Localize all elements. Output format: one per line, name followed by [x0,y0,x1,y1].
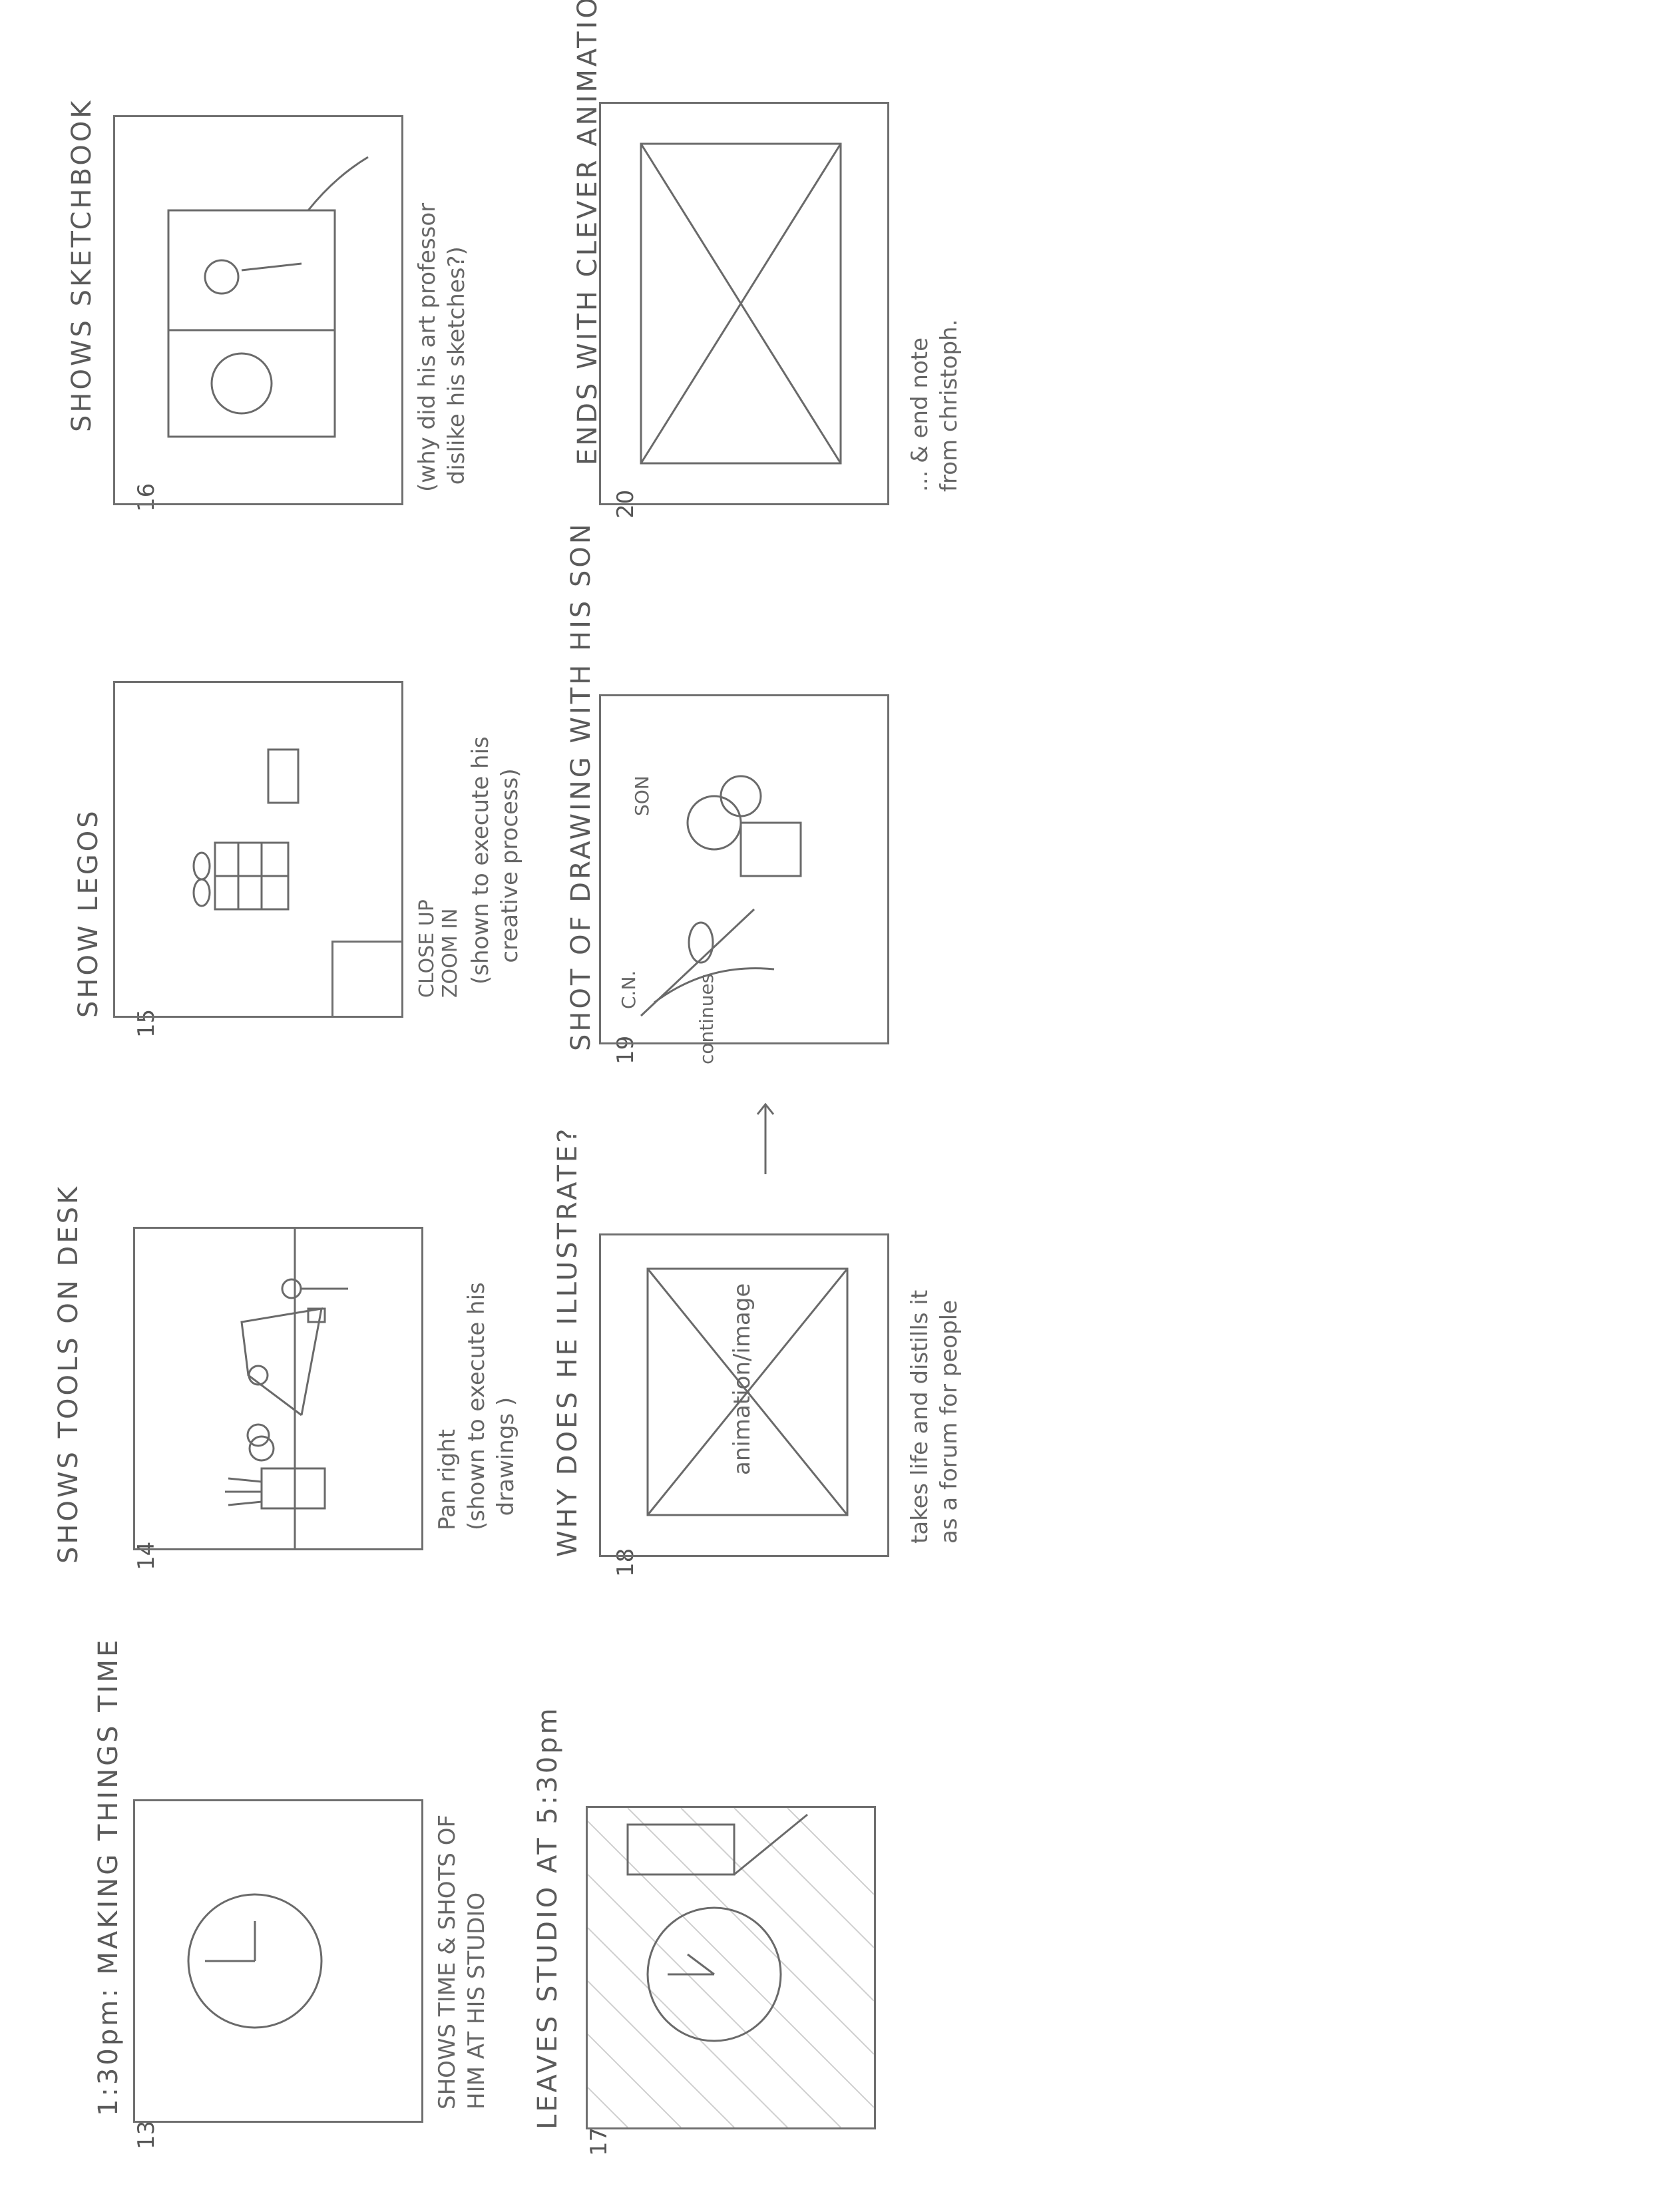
continues-arrow-icon [756,1102,775,1174]
clock-sketch [187,1893,323,2029]
panel-16-frame [113,115,403,505]
panel-16-notes: (why did his art professor dislike his s… [414,202,470,492]
panel-13-number: 13 [133,2120,160,2149]
panel-15-inner-label-2: ZOOM IN [439,908,462,998]
clock-door-lines [626,1813,808,2042]
panel-14-notes: Pan right (shown to execute his drawings… [434,1282,519,1530]
desk-tools-sketch [225,1229,348,1548]
panel-20-notes: ... & end note from christoph. [907,319,962,492]
legos-sketch [192,748,300,911]
drawing-with-son-sketch [640,775,802,1017]
panel-13-title: 1:30pm: MAKING THINGS TIME [93,1637,124,2116]
panel-13-notes: SHOWS TIME & SHOTS OF HIM AT HIS STUDIO [434,1814,490,2109]
panel-14-title: SHOWS TOOLS ON DESK [53,1184,84,1564]
panel-18-inner-label: animation/image [729,1283,755,1475]
panel-15-title: SHOW LEGOS [73,808,104,1018]
panel-19-title: SHOT OF DRAWING WITH HIS SON [566,521,596,1051]
door-and-clock-sketch [588,1808,874,2127]
panel-15-notes: (shown to execute his creative process) [467,736,523,985]
panel-20-frame [599,102,889,505]
panel-18-frame: animation/image [599,1233,889,1557]
panel-13-frame [133,1799,423,2123]
placeholder-x-box-20 [640,142,842,465]
panel-17-number: 17 [586,2127,612,2156]
panel-19-frame: C.N. SON [599,694,889,1044]
panel-19-cn-label: C.N. [618,970,640,1009]
close-up-box [331,941,403,1016]
panel-15-frame [113,681,403,1018]
placeholder-x-box [646,1267,849,1516]
panel-18-title: WHY DOES HE ILLUSTRATE? [552,1126,583,1557]
panel-17-title: LEAVES STUDIO AT 5:30pm [532,1705,563,2129]
sketchbook-sketch [167,156,369,438]
panel-19-son-label: SON [631,775,653,816]
panel-16-title: SHOWS SKETCHBOOK [67,98,97,432]
panel-14-frame [133,1227,423,1550]
panel-17-frame [586,1806,876,2129]
panel-18-notes: takes life and distills it as a forum fo… [907,1289,962,1544]
